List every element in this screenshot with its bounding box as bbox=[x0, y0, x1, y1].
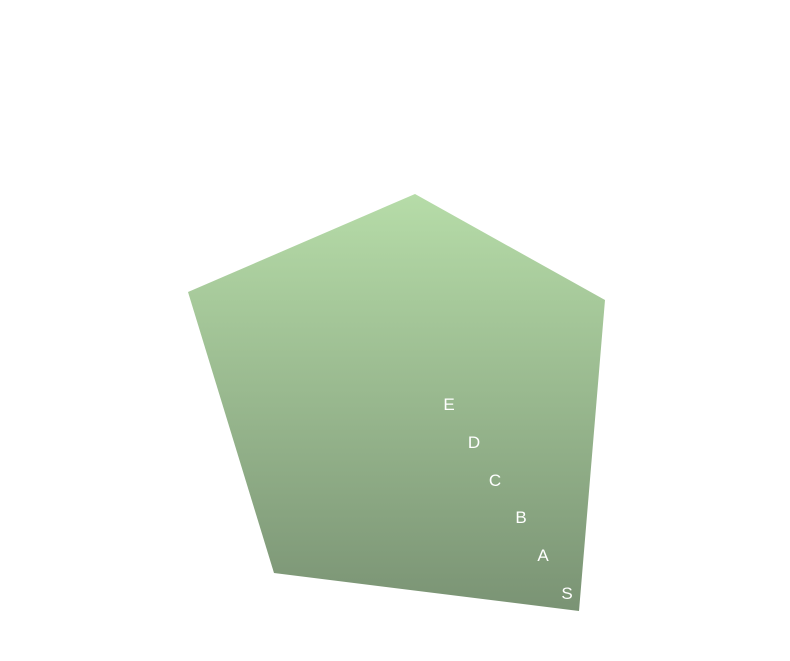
grade-label-c: C bbox=[489, 471, 501, 490]
grade-label-group: E D C B A S bbox=[443, 395, 572, 603]
pentagon-shape bbox=[188, 194, 605, 611]
grade-label-e: E bbox=[443, 395, 454, 414]
grade-label-b: B bbox=[515, 508, 526, 527]
grade-label-d: D bbox=[468, 433, 480, 452]
grade-label-s: S bbox=[561, 584, 572, 603]
grade-label-a: A bbox=[537, 546, 549, 565]
